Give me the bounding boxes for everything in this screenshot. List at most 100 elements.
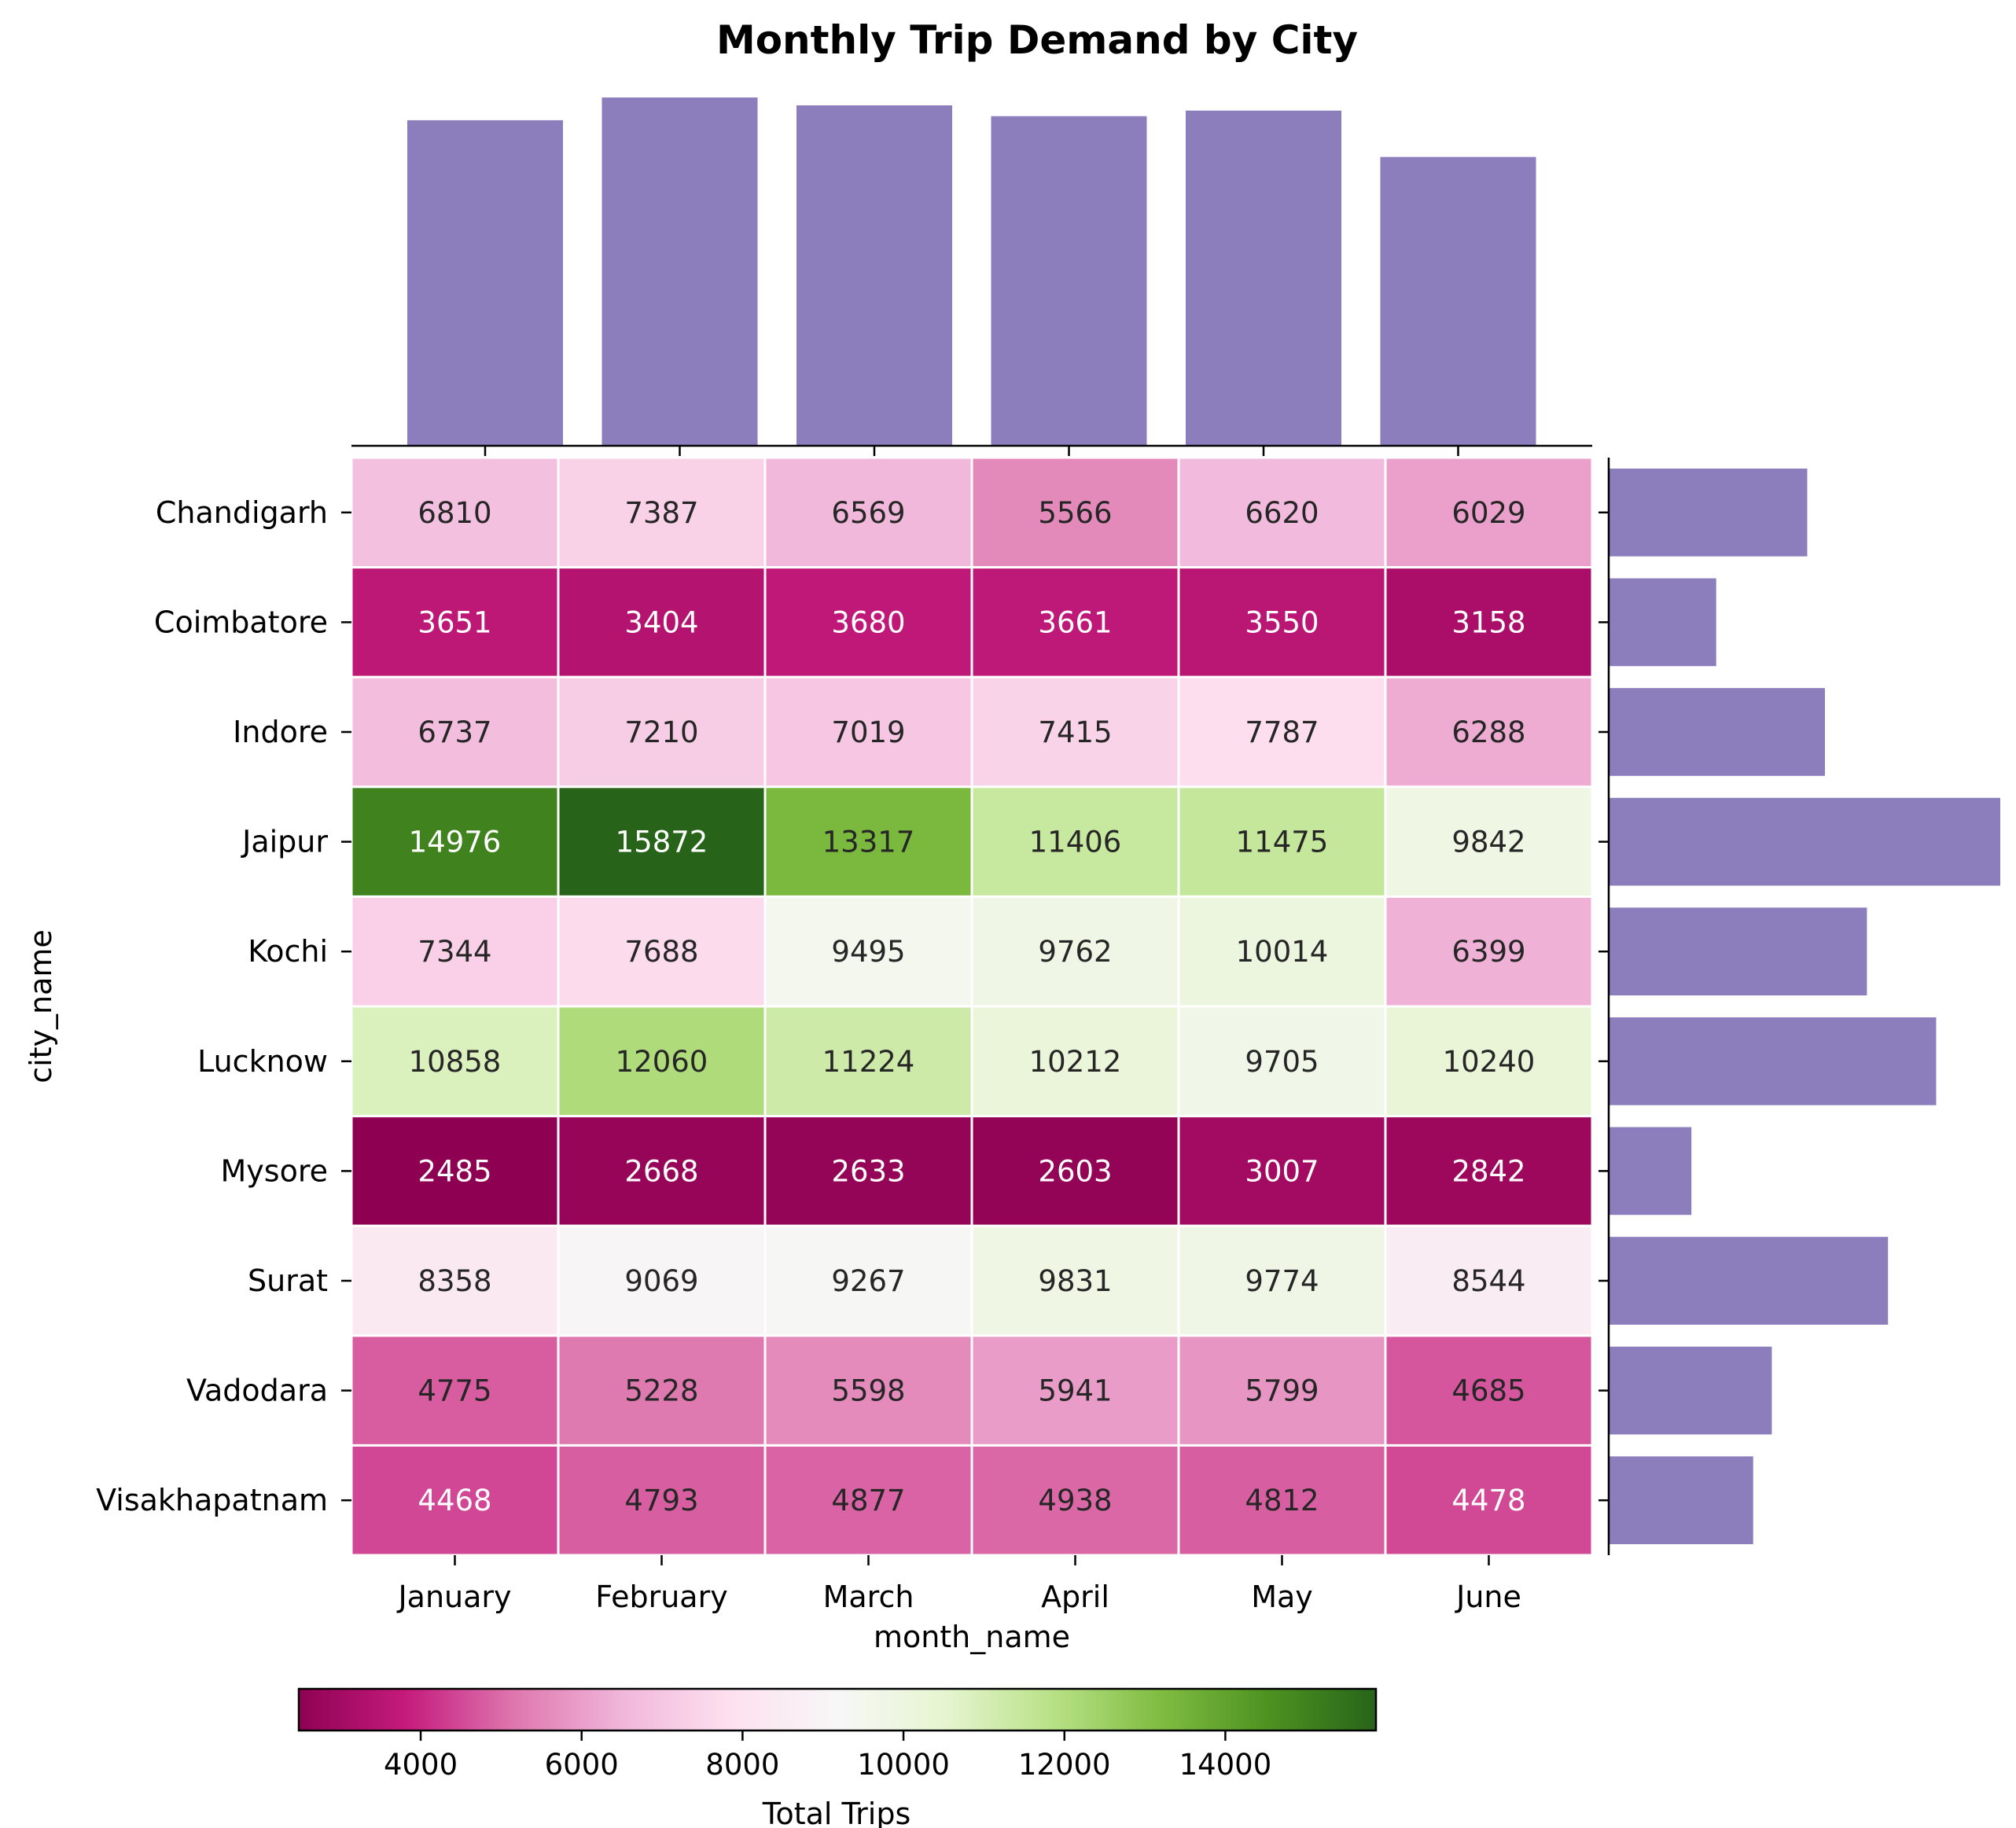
heatmap-cell (1177, 785, 1387, 898)
cell-value-label: 3651 (418, 605, 491, 639)
cell-value-label: 4468 (418, 1484, 491, 1517)
cell-value-label: 3550 (1245, 605, 1319, 639)
cell-value-label: 10014 (1236, 935, 1329, 969)
heatmap-cell (763, 456, 973, 569)
heatmap-cell (1177, 1115, 1387, 1227)
heatmap-cell (350, 1224, 560, 1337)
cell-value-label: 9495 (831, 935, 905, 969)
colorbar-tick-label: 4000 (384, 1748, 458, 1782)
heatmap-cell (763, 1115, 973, 1227)
cell-value-label: 5228 (624, 1374, 698, 1408)
cell-value-label: 8358 (418, 1264, 491, 1298)
cell-value-label: 5566 (1038, 496, 1112, 530)
heatmap-cell (350, 1334, 560, 1447)
heatmap-cell (350, 785, 560, 898)
cell-value-label: 2485 (418, 1154, 491, 1188)
y-axis-ticks: Chandigarh Coimbatore Indore Jaipur Kochi Luc… (96, 495, 351, 1517)
top-marginal-bar (991, 116, 1147, 446)
cell-value-label: 6029 (1451, 496, 1525, 530)
cell-value-label: 6399 (1451, 935, 1525, 969)
top-marginal-bar (1186, 110, 1341, 446)
cell-value-label: 6288 (1451, 715, 1525, 749)
cell-value-label: 4775 (418, 1374, 491, 1408)
x-tick-label: March (823, 1580, 914, 1614)
heatmap-cell (1384, 1115, 1594, 1227)
cell-value-label: 7787 (1245, 715, 1319, 749)
cell-value-label: 6737 (418, 715, 491, 749)
right-marginal-bars (1598, 468, 2000, 1545)
cell-value-label: 9762 (1038, 935, 1112, 969)
colorbar-tick-label: 8000 (705, 1748, 779, 1782)
heatmap-cell (1384, 675, 1594, 789)
x-tick-label: April (1041, 1580, 1109, 1614)
cell-value-label: 14976 (409, 826, 502, 859)
y-axis-label: city_name (24, 929, 58, 1083)
cell-value-label: 8544 (1451, 1264, 1525, 1298)
cell-value-label: 4877 (831, 1484, 905, 1517)
heatmap-cell (763, 785, 973, 898)
cell-value-label: 3404 (624, 605, 698, 639)
right-marginal-bar (1609, 907, 1867, 996)
right-marginal-bar (1609, 1017, 1937, 1105)
y-tick-label: Vadodara (186, 1374, 328, 1408)
cell-value-label: 2842 (1451, 1154, 1525, 1188)
heatmap-cell (763, 1005, 973, 1118)
cell-value-label: 15872 (616, 826, 708, 859)
top-marginal-bar (601, 97, 758, 446)
x-axis-label: month_name (874, 1620, 1070, 1654)
cell-value-label: 9831 (1038, 1264, 1112, 1298)
cell-value-label: 4793 (624, 1484, 698, 1517)
x-tick-label: May (1251, 1580, 1313, 1614)
heatmap-cell (970, 895, 1180, 1008)
cell-value-label: 9705 (1245, 1045, 1319, 1079)
cell-value-label: 7210 (624, 715, 698, 749)
x-tick-label: January (396, 1580, 511, 1614)
cell-value-label: 4478 (1451, 1484, 1525, 1517)
heatmap-cell (970, 1005, 1180, 1118)
top-marginal-bar (407, 120, 563, 447)
cell-value-label: 9069 (624, 1264, 698, 1298)
heatmap-cell (970, 456, 1180, 569)
heatmap-cell (1177, 566, 1387, 679)
cell-value-label: 11224 (822, 1045, 915, 1079)
colorbar (297, 1687, 1378, 1732)
cell-value-label: 10858 (409, 1045, 502, 1079)
cell-value-label: 7415 (1038, 715, 1112, 749)
y-tick-label: Indore (233, 715, 328, 749)
heatmap-cell (1177, 1444, 1387, 1557)
heatmap-cell (350, 675, 560, 789)
cell-value-label: 5799 (1245, 1374, 1319, 1408)
y-tick-label: Surat (248, 1263, 328, 1298)
x-tick-label: February (595, 1580, 727, 1614)
colorbar-tick-label: 6000 (545, 1748, 619, 1782)
right-marginal-bar (1609, 797, 2000, 886)
heatmap-cell (557, 456, 767, 569)
heatmap-cell (557, 1444, 767, 1557)
cell-value-label: 4685 (1451, 1374, 1525, 1408)
cell-value-label: 13317 (822, 826, 915, 859)
heatmap-cell (1384, 1444, 1594, 1557)
right-marginal-bar (1609, 1456, 1753, 1545)
x-axis-ticks: January February March April May June (396, 1555, 1521, 1614)
heatmap-cell (763, 675, 973, 789)
cell-value-label: 5598 (831, 1374, 905, 1408)
heatmap-cell (1384, 566, 1594, 679)
heatmap-cell (350, 1115, 560, 1227)
heatmap-cell (763, 1224, 973, 1337)
cell-value-label: 4812 (1245, 1484, 1319, 1517)
heatmap-cell (1177, 456, 1387, 569)
heatmap-cell (970, 675, 1180, 789)
heatmap-cell-labels: 6810 7387 6569 5566 6620 6029 3651 3404 3680 3661… (409, 496, 1536, 1517)
heatmap-cell (1177, 1224, 1387, 1337)
cell-value-label: 2603 (1038, 1154, 1112, 1188)
heatmap-cell (350, 1444, 560, 1557)
colorbar-label: Total Trips (762, 1797, 911, 1828)
heatmap-cell (1384, 456, 1594, 569)
colorbar-ticks: 4000 6000 8000 10000 12000 14000 (384, 1731, 1271, 1782)
heatmap-cell (1384, 895, 1594, 1008)
cell-value-label: 2633 (831, 1154, 905, 1188)
x-tick-label: June (1455, 1580, 1521, 1614)
heatmap-cell (970, 1334, 1180, 1447)
cell-value-label: 11475 (1236, 826, 1329, 859)
heatmap-cell (557, 675, 767, 789)
